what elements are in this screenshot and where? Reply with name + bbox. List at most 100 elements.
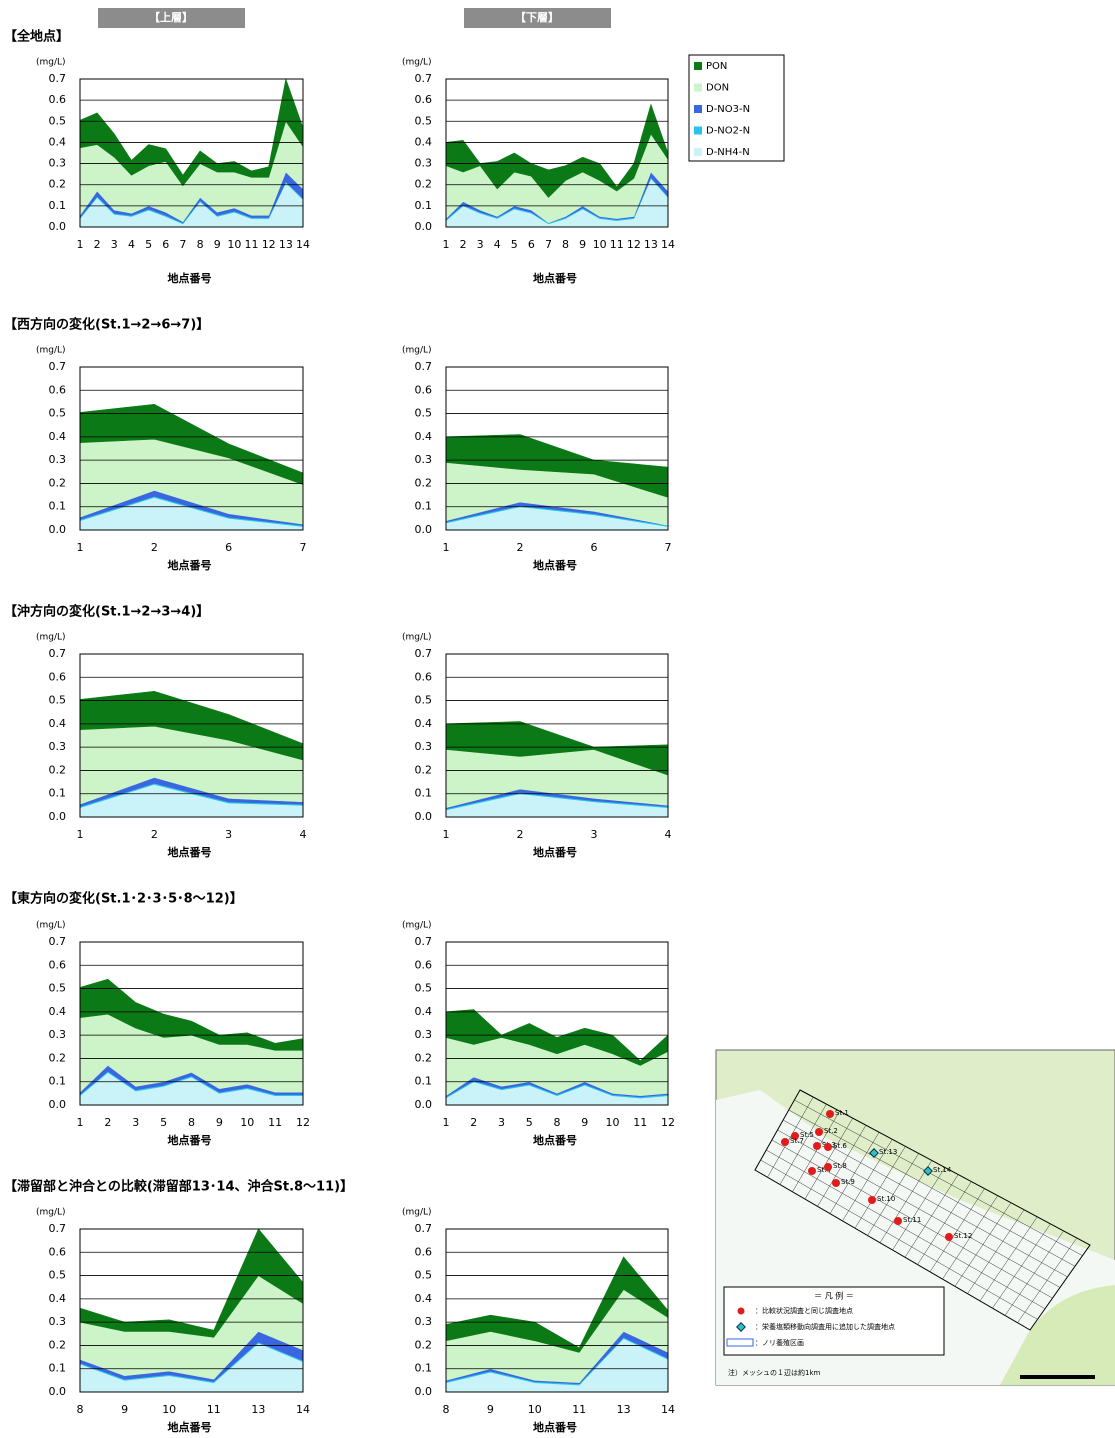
y-axis-label: (mg/L) [36,58,66,68]
y-tick-label: 0.5 [415,982,433,995]
station-label: St.13 [879,1148,897,1156]
y-axis-label: (mg/L) [402,58,432,68]
y-tick-label: 0.7 [415,1222,433,1235]
section-title: 【全地点】 [4,29,69,45]
map-legend-symbol [738,1308,745,1315]
x-axis-label: 地点番号 [533,271,577,285]
station-label: St.7 [790,1137,804,1145]
x-tick-label: 2 [517,541,524,554]
station-label: St.2 [824,1127,838,1135]
y-tick-label: 0.1 [49,787,67,800]
y-tick-label: 0.5 [49,694,67,707]
x-tick-label: 6 [591,541,598,554]
x-tick-label: 2 [104,1116,111,1129]
legend-label: PON [706,61,727,72]
section-title: 【西方向の変化(St.1→2→6→7)】 [4,317,209,333]
y-tick-label: 0.3 [49,740,67,753]
y-tick-label: 0.6 [49,383,67,396]
y-tick-label: 0.4 [415,1292,433,1305]
x-tick-label: 3 [132,1116,139,1129]
y-tick-label: 0.2 [49,763,67,776]
map: St.1St.2St.3St.4St.5St.6St.7St.8St.9St.1… [716,1050,1115,1385]
station-label: St.8 [833,1162,847,1170]
y-axis-label: (mg/L) [402,633,432,643]
y-tick-label: 0.6 [415,93,433,106]
station-point [813,1142,821,1150]
y-tick-label: 0.6 [415,383,433,396]
y-tick-label: 0.5 [415,114,433,127]
y-tick-label: 0.0 [415,220,433,233]
x-axis-label: 地点番号 [168,558,212,572]
legend-label: D-NH4-N [706,147,750,158]
legend-swatch [694,105,702,113]
y-tick-label: 0.0 [49,220,67,233]
y-tick-label: 0.2 [415,1051,433,1064]
y-tick-label: 0.1 [415,1362,433,1375]
y-tick-label: 0.4 [415,717,433,730]
y-tick-label: 0.3 [415,740,433,753]
column-header: 【上層】 [149,10,193,24]
y-tick-label: 0.4 [415,430,433,443]
y-tick-label: 0.1 [49,1075,67,1088]
x-tick-label: 3 [111,238,118,251]
x-axis-label: 地点番号 [533,558,577,572]
x-tick-label: 7 [300,541,307,554]
y-tick-label: 0.7 [49,360,67,373]
x-tick-label: 6 [225,541,232,554]
column-header: 【下層】 [515,11,559,24]
y-tick-label: 0.2 [49,1051,67,1064]
y-tick-label: 0.1 [415,500,433,513]
x-tick-label: 12 [296,1116,310,1129]
y-tick-label: 0.6 [415,1245,433,1258]
y-tick-label: 0.4 [415,135,433,148]
x-tick-label: 10 [593,238,607,251]
x-tick-label: 9 [216,1116,223,1129]
x-tick-label: 2 [460,238,467,251]
map-legend-label: ：比較状況調査と同じ調査地点 [755,1306,853,1315]
section-title: 【沖方向の変化(St.1→2→3→4)】 [4,604,209,620]
x-axis-label: 地点番号 [168,1133,212,1147]
x-tick-label: 2 [517,828,524,841]
y-tick-label: 0.3 [415,1315,433,1328]
y-tick-label: 0.7 [49,1222,67,1235]
x-tick-label: 11 [633,1116,647,1129]
x-axis-label: 地点番号 [533,845,577,859]
x-tick-label: 11 [572,1403,586,1416]
x-tick-label: 9 [487,1403,494,1416]
y-tick-label: 0.4 [49,430,67,443]
x-tick-label: 3 [498,1116,505,1129]
x-tick-label: 10 [162,1403,176,1416]
x-tick-label: 9 [581,1116,588,1129]
legend-swatch [694,84,702,92]
y-axis-label: (mg/L) [402,1208,432,1218]
map-note: 注）メッシュの１辺は約1km [728,1368,821,1377]
map-legend-label: ：栄養塩類移動向調査用に追加した調査地点 [755,1322,895,1331]
x-tick-label: 12 [262,238,276,251]
x-tick-label: 5 [526,1116,533,1129]
x-axis-label: 地点番号 [168,271,212,285]
y-tick-label: 0.3 [49,1315,67,1328]
x-tick-label: 10 [240,1116,254,1129]
x-tick-label: 8 [554,1116,561,1129]
x-tick-label: 13 [617,1403,631,1416]
y-tick-label: 0.7 [49,72,67,85]
x-axis-label: 地点番号 [168,845,212,859]
x-tick-label: 7 [179,238,186,251]
x-tick-label: 5 [160,1116,167,1129]
y-tick-label: 0.7 [415,935,433,948]
x-tick-label: 4 [300,828,307,841]
x-tick-label: 14 [296,1403,310,1416]
x-tick-label: 1 [443,1116,450,1129]
x-tick-label: 1 [443,828,450,841]
y-tick-label: 0.1 [415,199,433,212]
x-tick-label: 4 [128,238,135,251]
station-label: St.10 [877,1195,895,1203]
station-point [815,1128,823,1136]
y-tick-label: 0.2 [415,763,433,776]
x-axis-label: 地点番号 [533,1133,577,1147]
y-tick-label: 0.6 [49,670,67,683]
y-axis-label: (mg/L) [36,346,66,356]
y-tick-label: 0.2 [49,1338,67,1351]
y-axis-label: (mg/L) [36,921,66,931]
y-axis-label: (mg/L) [36,633,66,643]
